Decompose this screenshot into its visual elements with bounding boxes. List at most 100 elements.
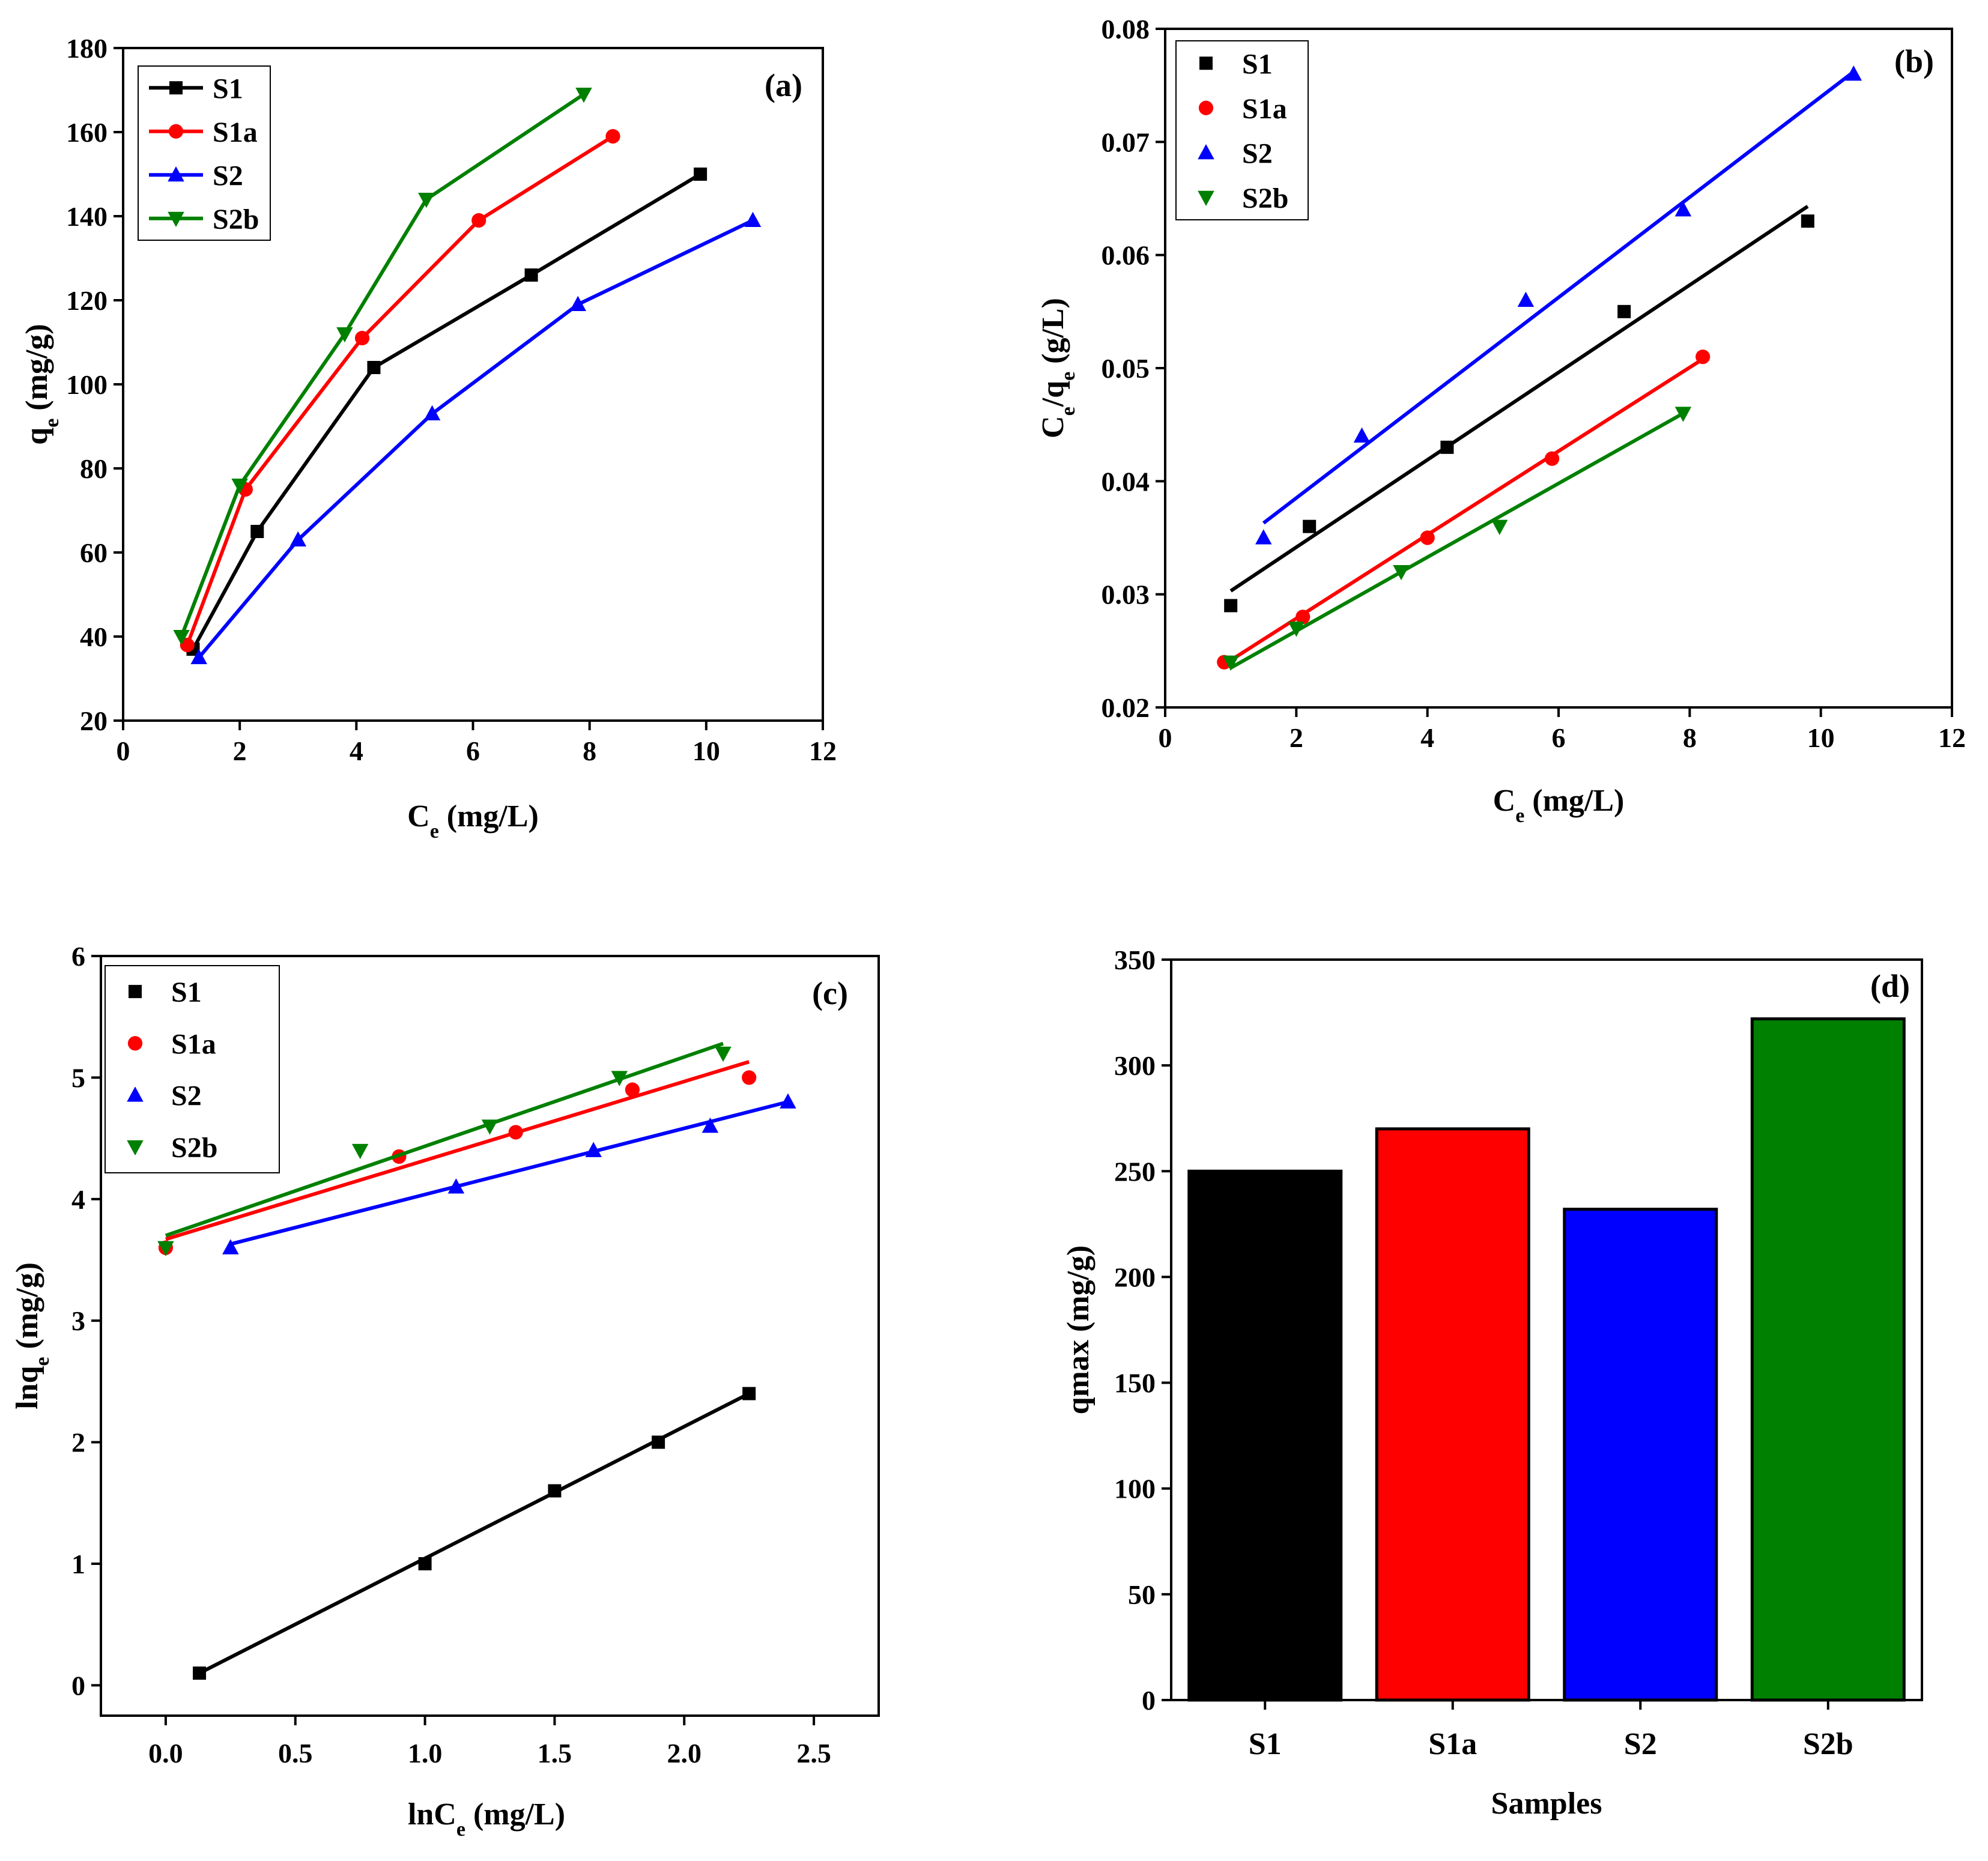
axis-label-part: C: [1493, 784, 1516, 818]
x-axis-label: Samples: [1491, 1787, 1602, 1821]
x-tick-label: 4: [350, 736, 363, 766]
data-point: [190, 649, 207, 664]
y-tick-label: 6: [71, 941, 85, 972]
y-tick-label: 140: [66, 201, 108, 232]
y-axis-label: qe (mg/g): [20, 324, 63, 444]
fit-line: [165, 1060, 750, 1241]
data-point: [611, 1071, 628, 1086]
data-point: [625, 1082, 640, 1097]
y-tick-label: 0.06: [1102, 240, 1150, 271]
y-tick-label: 0: [1142, 1685, 1156, 1716]
bar-s1a: [1375, 1127, 1530, 1702]
axis-label-part: (mg/L): [439, 799, 539, 834]
data-point: [694, 168, 708, 181]
axis-label-part: (mg/L): [465, 1797, 565, 1832]
data-point: [1845, 65, 1862, 81]
legend-entry-s2b: S2b: [149, 204, 259, 235]
data-point: [367, 361, 381, 374]
legend-marker: [129, 985, 142, 999]
x-tick-label: 2.0: [667, 1738, 702, 1769]
x-tick-label: 6: [1552, 722, 1566, 753]
legend-entry-s2: S2: [127, 1080, 202, 1112]
axis-label-part: /q: [1036, 381, 1070, 407]
data-point: [351, 1143, 369, 1160]
category-label: S2: [1624, 1727, 1657, 1761]
data-point: [569, 295, 586, 311]
legend-marker: [1198, 144, 1214, 160]
x-tick-label: 2.5: [796, 1738, 831, 1769]
panel-label: (b): [1894, 43, 1934, 79]
category-label: S1a: [1428, 1727, 1477, 1761]
y-tick-label: 120: [66, 285, 108, 316]
y-axis-label: lnqe (mg/g): [10, 1262, 53, 1409]
axis-label-part: (mg/L): [1524, 784, 1624, 818]
series-s2: [222, 1093, 796, 1254]
data-point: [1224, 599, 1238, 613]
y-tick-label: 100: [1114, 1474, 1156, 1504]
fit-line: [1229, 411, 1684, 670]
data-point: [193, 1666, 207, 1680]
x-tick-label: 1.5: [538, 1738, 572, 1769]
data-point: [1440, 440, 1454, 454]
series-s2b: [1222, 407, 1692, 671]
legend-label: S1: [213, 73, 243, 104]
y-tick-label: 100: [66, 369, 108, 400]
legend-marker: [168, 124, 184, 139]
data-point: [1288, 622, 1305, 637]
fit-line: [230, 1100, 789, 1246]
series-line: [197, 219, 754, 659]
legend-entry-s1a: S1a: [1198, 93, 1287, 125]
data-point: [780, 1093, 796, 1109]
data-point: [1303, 519, 1317, 533]
legend-marker: [1198, 190, 1214, 207]
data-point: [508, 1125, 523, 1140]
legend-marker: [168, 166, 184, 182]
y-tick-label: 2: [71, 1427, 85, 1458]
data-point: [575, 88, 592, 103]
y-tick-label: 3: [71, 1306, 85, 1336]
data-point: [1674, 407, 1692, 422]
data-point: [1393, 565, 1410, 581]
x-axis-label: lnCe (mg/L): [408, 1797, 565, 1841]
legend-label: S1a: [1242, 93, 1287, 125]
data-point: [548, 1484, 562, 1498]
category-label: S1: [1249, 1727, 1282, 1761]
data-point: [1222, 655, 1239, 671]
series-s1: [1224, 205, 1814, 613]
legend-entry-s2b: S2b: [1198, 183, 1288, 214]
legend-marker: [1198, 100, 1214, 115]
fit-line: [165, 1041, 724, 1238]
plot-frame: [100, 955, 880, 1717]
x-tick-label: 4: [1420, 722, 1434, 753]
legend-label: S2: [213, 160, 243, 192]
data-point: [231, 479, 248, 494]
data-point: [744, 211, 762, 227]
axis-label-subscript: e: [456, 1818, 465, 1841]
y-tick-label: 250: [1114, 1156, 1156, 1187]
panel-d: S1 S1a S2 S2b 0 50 100 150 200 250 300 350 Samples qm…: [1061, 945, 1923, 1821]
fit-line: [1262, 70, 1855, 525]
bar-s1: [1187, 1169, 1343, 1702]
y-tick-label: 60: [80, 537, 108, 568]
legend-marker: [127, 1140, 144, 1156]
axis-label-part: q: [20, 428, 54, 445]
legend-label: S2b: [1242, 183, 1288, 214]
data-point: [418, 1557, 432, 1570]
data-point: [524, 268, 538, 282]
legend-entry-s2b: S2b: [127, 1132, 217, 1164]
axis-label-part: lnC: [408, 1797, 456, 1832]
legend-label: S2: [171, 1080, 202, 1112]
y-tick-label: 0.02: [1102, 692, 1150, 723]
data-point: [1801, 214, 1814, 228]
data-point: [652, 1435, 665, 1449]
series-s2: [190, 211, 762, 664]
series-s2b: [157, 1041, 732, 1257]
data-point: [1696, 350, 1711, 365]
legend-entry-s1a: S1a: [149, 117, 258, 148]
legend-label: S2b: [171, 1132, 217, 1164]
data-point: [1255, 529, 1272, 545]
legend-marker: [169, 81, 183, 95]
panel-a: 0 2 4 6 8 10 12 20 40 60 80 100 120 140 160 180 Ce (mg/L…: [20, 33, 837, 843]
y-tick-label: 150: [1114, 1368, 1156, 1399]
data-point: [1491, 519, 1508, 535]
